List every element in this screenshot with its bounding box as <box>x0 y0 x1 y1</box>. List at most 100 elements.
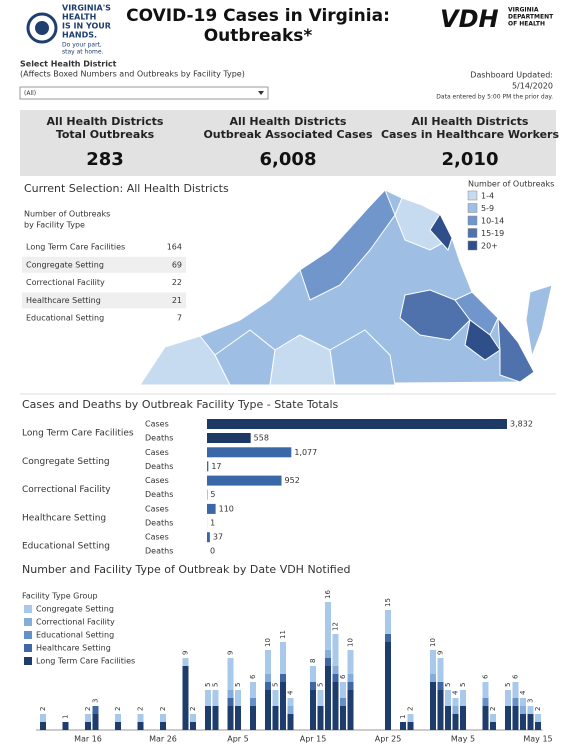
bar-segment <box>250 682 256 698</box>
bar-segment <box>272 690 279 706</box>
bar-segment <box>182 666 189 730</box>
bar-segment <box>160 714 166 722</box>
bar-segment <box>265 682 271 690</box>
updated-note: Data entered by 5:00 PM the prior day. <box>436 94 553 101</box>
kpi-box <box>20 110 556 176</box>
bar-segment <box>62 722 69 730</box>
category-label: Educational Setting <box>22 542 110 552</box>
kpi-label: Total Outbreaks <box>56 128 155 141</box>
virginia-map <box>139 189 553 386</box>
district-dropdown[interactable] <box>19 86 269 100</box>
legend-label: Educational Setting <box>36 631 114 640</box>
total-label: 2 <box>84 707 92 711</box>
filter-note: (Affects Boxed Numbers and Outbreaks by … <box>20 70 245 79</box>
total-label: 3 <box>92 699 100 703</box>
total-label: 2 <box>489 707 497 711</box>
bar <box>207 419 507 429</box>
bar-segment <box>310 690 316 730</box>
bar-segment <box>332 666 339 674</box>
bar-segment <box>212 690 219 706</box>
bar <box>207 461 209 472</box>
bar-segment <box>460 706 466 730</box>
bar-segment <box>437 690 444 730</box>
bar-segment <box>272 706 279 730</box>
virus-core <box>35 21 49 35</box>
bar-segment <box>445 690 451 706</box>
bar-segment <box>340 706 346 730</box>
legend-swatch <box>24 644 32 652</box>
bar-segment <box>317 690 324 706</box>
state-logo: VIRGINIA'S HEALTH IS IN YOUR HANDS. Do y… <box>26 4 111 56</box>
series-label: Cases <box>145 420 169 429</box>
bar-segment <box>452 714 459 730</box>
bar <box>207 503 216 514</box>
facility-name: Congregate Setting <box>26 260 104 269</box>
bar-segment <box>205 706 211 730</box>
bar-segment <box>92 706 99 714</box>
bar-segment <box>527 714 534 730</box>
value-label: 0 <box>210 547 215 556</box>
legend-label: 10-14 <box>481 217 504 226</box>
total-label: 5 <box>444 683 452 687</box>
bar-segment <box>332 682 339 730</box>
logo-tagline: Do your part, <box>62 42 102 49</box>
value-label: 5 <box>210 490 215 499</box>
total-label: 4 <box>519 690 527 695</box>
bar-segment <box>332 674 339 682</box>
legend-swatch <box>467 228 478 238</box>
bar-segment <box>115 714 121 722</box>
facility-table: Long Term Care Facilities 164 Congregate S… <box>22 243 186 323</box>
bar-segment <box>265 690 271 730</box>
bar-segment <box>430 682 436 730</box>
vdh-mark: VDH <box>440 5 499 33</box>
bar-segment <box>520 714 526 730</box>
map-region <box>497 316 535 383</box>
total-label: 5 <box>459 683 467 687</box>
facility-count: 164 <box>167 243 182 252</box>
map-legend: 1-4 5-9 10-14 15-19 20+ <box>467 190 504 251</box>
bar-segment <box>512 706 519 730</box>
series-label: Cases <box>145 533 169 542</box>
legend-swatch <box>467 215 478 226</box>
bar-segment <box>385 634 391 642</box>
logo-line: VIRGINIA'S <box>62 4 111 13</box>
x-tick-label: Apr 15 <box>300 735 327 744</box>
bar-segment <box>190 714 196 722</box>
map-region <box>269 334 336 386</box>
table-title: Number of Outbreaks <box>24 210 110 219</box>
bar-segment <box>250 706 256 730</box>
bar-segment <box>437 658 444 682</box>
logo-line: IS IN YOUR <box>62 22 111 31</box>
total-label: 1 <box>399 715 407 719</box>
total-label: 3 <box>527 699 535 703</box>
x-tick-label: Mar 16 <box>74 735 102 744</box>
bar-segment <box>332 634 339 666</box>
logo-line: HEALTH <box>62 13 96 22</box>
bar-segment <box>407 714 414 722</box>
bar <box>207 447 292 458</box>
section-title: Cases and Deaths by Outbreak Facility Ty… <box>22 398 339 411</box>
bar <box>207 475 282 486</box>
bar-segment <box>280 642 286 674</box>
total-label: 10 <box>264 638 272 647</box>
bar-segment <box>287 698 294 706</box>
map-region <box>139 335 231 386</box>
series-label: Cases <box>145 476 169 485</box>
x-tick-label: Apr 25 <box>375 735 402 744</box>
dropdown-value: (All) <box>24 90 36 97</box>
total-label: 2 <box>189 707 197 711</box>
logo-line: HANDS. <box>62 31 97 40</box>
bar-segment <box>460 690 466 706</box>
legend-label: 15-19 <box>481 229 504 238</box>
value-label: 1,077 <box>294 448 317 457</box>
bar-segment <box>490 722 496 730</box>
legend-swatch <box>24 631 32 639</box>
legend-label: 5-9 <box>481 204 494 213</box>
bar-segment <box>505 706 511 730</box>
bar <box>207 532 210 543</box>
bar-segment <box>482 706 489 730</box>
filter-label: Select Health District <box>20 60 117 69</box>
vdh-logo: VDH VIRGINIA DEPARTMENT OF HEALTH <box>440 5 554 33</box>
total-label: 9 <box>227 651 235 655</box>
